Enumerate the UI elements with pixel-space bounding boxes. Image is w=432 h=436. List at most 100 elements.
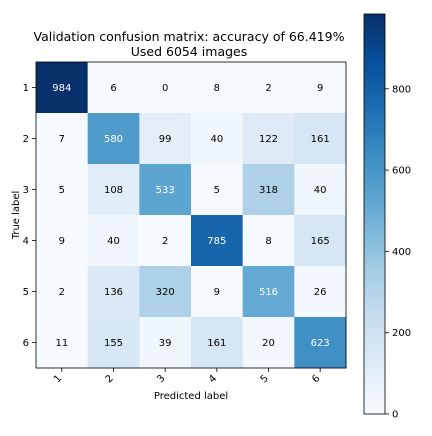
y-tick-label: 1: [23, 83, 29, 94]
cell-value-label: 533: [156, 185, 175, 196]
heatmap-cell: [242, 266, 295, 318]
heatmap-cell: [294, 113, 347, 165]
colorbar-gradient: [363, 13, 386, 415]
chart-title-line1: Validation confusion matrix: accuracy of…: [34, 29, 345, 44]
x-tick-label: 6: [310, 373, 322, 385]
cell-value-label: 623: [311, 338, 330, 349]
heatmap-cell: [242, 164, 295, 216]
cell-value-label: 0: [162, 83, 168, 94]
cell-value-label: 9: [59, 236, 65, 247]
x-tick-label: 3: [155, 373, 167, 385]
heatmap-cell: [294, 62, 347, 114]
heatmap-cell: [139, 215, 192, 267]
cell-value-label: 318: [259, 185, 278, 196]
chart-title-line2: Used 6054 images: [131, 44, 248, 59]
colorbar-tick-label: 0: [392, 410, 398, 421]
y-tick-label: 6: [23, 338, 29, 349]
cell-value-label: 320: [156, 287, 175, 298]
cell-value-label: 40: [314, 185, 327, 196]
cell-value-label: 2: [265, 83, 271, 94]
cell-value-label: 136: [104, 287, 123, 298]
colorbar-tick-label: 200: [392, 328, 411, 339]
heatmap-cell: [87, 164, 140, 216]
heatmap-cell: [242, 113, 295, 165]
x-axis-ticks: 1 2 3 4 5 6: [52, 368, 323, 385]
cell-value-label: 580: [104, 134, 123, 145]
cell-value-labels: 984 6 0 8 2 9 7 580 99 40 122 161 5 108 533 5 318 40 9 40 2 7…: [52, 83, 329, 349]
cell-value-label: 516: [259, 287, 278, 298]
y-tick-label: 5: [23, 287, 29, 298]
cell-value-label: 39: [159, 338, 172, 349]
heatmap-cell: [294, 215, 347, 267]
cell-value-label: 6: [110, 83, 116, 94]
cell-value-label: 161: [207, 338, 226, 349]
heatmap-cell: [294, 266, 347, 318]
heatmap-cell: [191, 62, 244, 114]
heatmap-cell: [87, 215, 140, 267]
cell-value-label: 108: [104, 185, 123, 196]
cell-value-label: 26: [314, 287, 327, 298]
cell-value-label: 40: [107, 236, 120, 247]
heatmap-cell: [36, 164, 89, 216]
cell-value-label: 7: [59, 134, 65, 145]
heatmap-cell: [87, 62, 140, 114]
cell-value-label: 40: [210, 134, 223, 145]
cell-value-label: 161: [311, 134, 330, 145]
heatmap-cell: [36, 62, 89, 114]
cell-value-label: 122: [259, 134, 278, 145]
cell-value-label: 785: [207, 236, 226, 247]
heatmap-cell: [36, 215, 89, 267]
cell-value-label: 165: [311, 236, 330, 247]
cell-value-label: 2: [162, 236, 168, 247]
y-axis-ticks: 1 2 3 4 5 6: [23, 83, 36, 349]
cell-value-label: 9: [214, 287, 220, 298]
heatmap-cell: [36, 317, 89, 369]
heatmap-cell: [191, 113, 244, 165]
y-tick-label: 2: [23, 134, 29, 145]
cell-value-label: 2: [59, 287, 65, 298]
cell-value-label: 99: [159, 134, 172, 145]
heatmap-cell: [191, 215, 244, 267]
cell-value-label: 11: [55, 338, 68, 349]
heatmap-cell: [242, 215, 295, 267]
heatmap-cell: [36, 113, 89, 165]
y-axis-label: True label: [11, 191, 22, 241]
heatmap-cell: [294, 317, 347, 369]
cell-value-label: 5: [214, 185, 220, 196]
x-tick-label: 1: [52, 373, 64, 385]
heatmap-cells: [36, 62, 347, 369]
plot-frame: [35, 61, 347, 369]
heatmap-cell: [139, 266, 192, 318]
colorbar-tick-label: 800: [392, 84, 411, 95]
cell-value-label: 8: [214, 83, 220, 94]
heatmap-cell: [139, 164, 192, 216]
cell-value-label: 984: [52, 83, 71, 94]
heatmap-cell: [87, 266, 140, 318]
cell-value-label: 8: [265, 236, 271, 247]
heatmap-cell: [36, 266, 89, 318]
heatmap-cell: [191, 164, 244, 216]
heatmap-cell: [191, 266, 244, 318]
cell-value-label: 9: [317, 83, 323, 94]
y-tick-label: 4: [23, 236, 29, 247]
colorbar: 0 200 400 600 800: [363, 13, 411, 421]
cell-value-label: 20: [262, 338, 275, 349]
x-tick-label: 2: [104, 373, 116, 385]
heatmap-cell: [242, 317, 295, 369]
x-tick-label: 5: [259, 373, 271, 385]
x-axis-label: Predicted label: [154, 391, 228, 402]
heatmap-cell: [294, 164, 347, 216]
heatmap-cell: [87, 113, 140, 165]
heatmap-cell: [139, 317, 192, 369]
y-tick-label: 3: [23, 185, 29, 196]
cell-value-label: 5: [59, 185, 65, 196]
heatmap-cell: [139, 113, 192, 165]
heatmap-cell: [242, 62, 295, 114]
heatmap-cell: [191, 317, 244, 369]
x-tick-label: 4: [207, 373, 219, 385]
cell-value-label: 155: [104, 338, 123, 349]
colorbar-tick-label: 400: [392, 247, 411, 258]
heatmap-cell: [87, 317, 140, 369]
